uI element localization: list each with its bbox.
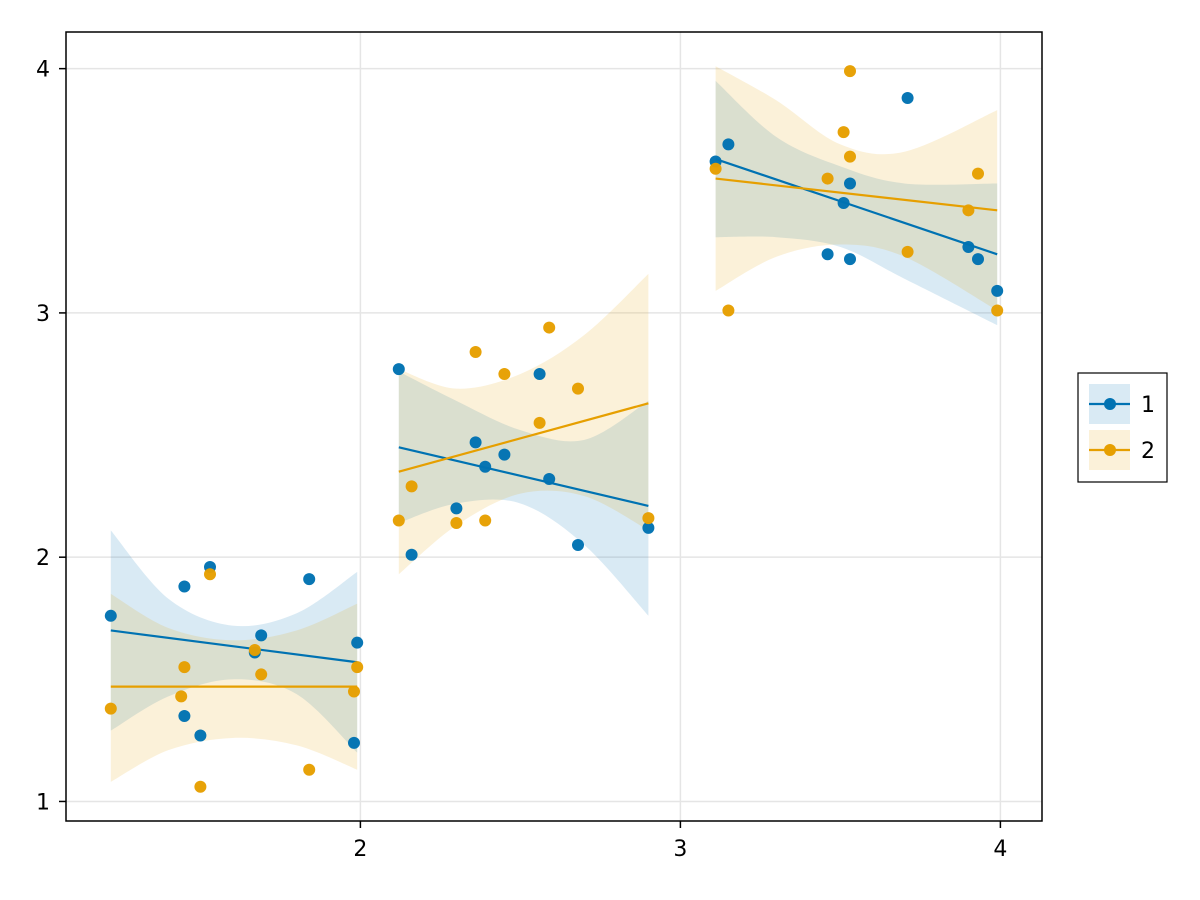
fit-line <box>398 402 649 473</box>
data-point <box>901 245 914 258</box>
fit-lines <box>110 157 998 688</box>
data-point <box>303 573 316 586</box>
data-point <box>194 729 207 742</box>
confidence-band <box>398 371 649 616</box>
data-point <box>178 580 191 593</box>
data-point <box>962 240 975 253</box>
data-point <box>837 196 850 209</box>
data-point <box>405 548 418 561</box>
data-point <box>533 367 546 380</box>
data-point <box>844 177 856 190</box>
fit-line <box>110 629 358 664</box>
data-point <box>642 521 655 534</box>
data-points <box>104 65 1004 793</box>
data-point <box>348 736 360 749</box>
y-tick-label: 2 <box>36 546 50 571</box>
confidence-band <box>715 66 998 311</box>
data-point <box>469 345 482 358</box>
data-point <box>104 702 117 715</box>
confidence-band <box>398 273 649 575</box>
data-point <box>844 65 856 78</box>
legend-box <box>1077 372 1168 483</box>
data-point <box>178 661 191 674</box>
data-point <box>175 690 188 703</box>
data-point <box>991 304 1004 317</box>
data-point <box>178 709 191 722</box>
data-point <box>450 516 463 529</box>
data-point <box>837 126 850 139</box>
data-point <box>469 436 482 449</box>
data-point <box>844 253 856 266</box>
data-point <box>405 480 418 493</box>
confidence-band <box>110 593 358 782</box>
data-point <box>572 382 584 395</box>
axes: 2 3 4 1 2 3 4 <box>36 58 1007 862</box>
data-point <box>962 204 975 217</box>
confidence-band <box>715 80 998 326</box>
confidence-band <box>110 530 358 753</box>
data-point <box>248 644 261 657</box>
data-point <box>722 304 735 317</box>
data-point <box>104 609 117 622</box>
data-point <box>901 91 914 104</box>
data-point <box>991 284 1004 297</box>
legend: 12 <box>1077 372 1168 483</box>
data-point <box>255 629 268 642</box>
data-point <box>543 321 556 334</box>
data-point <box>642 512 655 525</box>
data-point <box>709 162 722 175</box>
data-point <box>392 514 405 527</box>
data-point <box>194 780 207 793</box>
data-point <box>498 367 511 380</box>
y-tick-label: 4 <box>36 58 50 83</box>
data-point <box>351 661 364 674</box>
data-point <box>479 514 492 527</box>
data-point <box>204 568 216 581</box>
data-point <box>972 167 984 180</box>
data-point <box>972 253 984 266</box>
x-tick-label: 4 <box>993 837 1007 862</box>
data-point <box>303 763 316 776</box>
data-point <box>722 138 735 151</box>
data-point <box>348 685 360 698</box>
data-point <box>572 538 584 551</box>
data-point <box>533 416 546 429</box>
legend-label: 1 <box>1141 393 1155 418</box>
x-tick-label: 3 <box>673 837 687 862</box>
data-point <box>543 473 556 486</box>
fit-line <box>398 446 649 507</box>
y-tick-label: 3 <box>36 302 50 327</box>
confidence-bands <box>110 66 998 782</box>
data-point <box>255 668 268 681</box>
fit-line <box>715 177 998 212</box>
x-tick-label: 2 <box>353 837 367 862</box>
data-point <box>479 460 492 473</box>
data-point <box>498 448 511 461</box>
y-tick-label: 1 <box>36 790 50 815</box>
plot-frame <box>65 31 1043 822</box>
legend-marker <box>1104 398 1116 410</box>
legend-label: 2 <box>1141 439 1155 464</box>
data-point <box>351 636 364 649</box>
fit-line <box>715 157 998 256</box>
data-point <box>450 502 463 515</box>
data-point <box>392 363 405 376</box>
data-point <box>844 150 856 163</box>
data-point <box>821 172 834 185</box>
legend-marker <box>1104 444 1116 456</box>
data-point <box>821 248 834 261</box>
grid <box>66 32 1042 821</box>
